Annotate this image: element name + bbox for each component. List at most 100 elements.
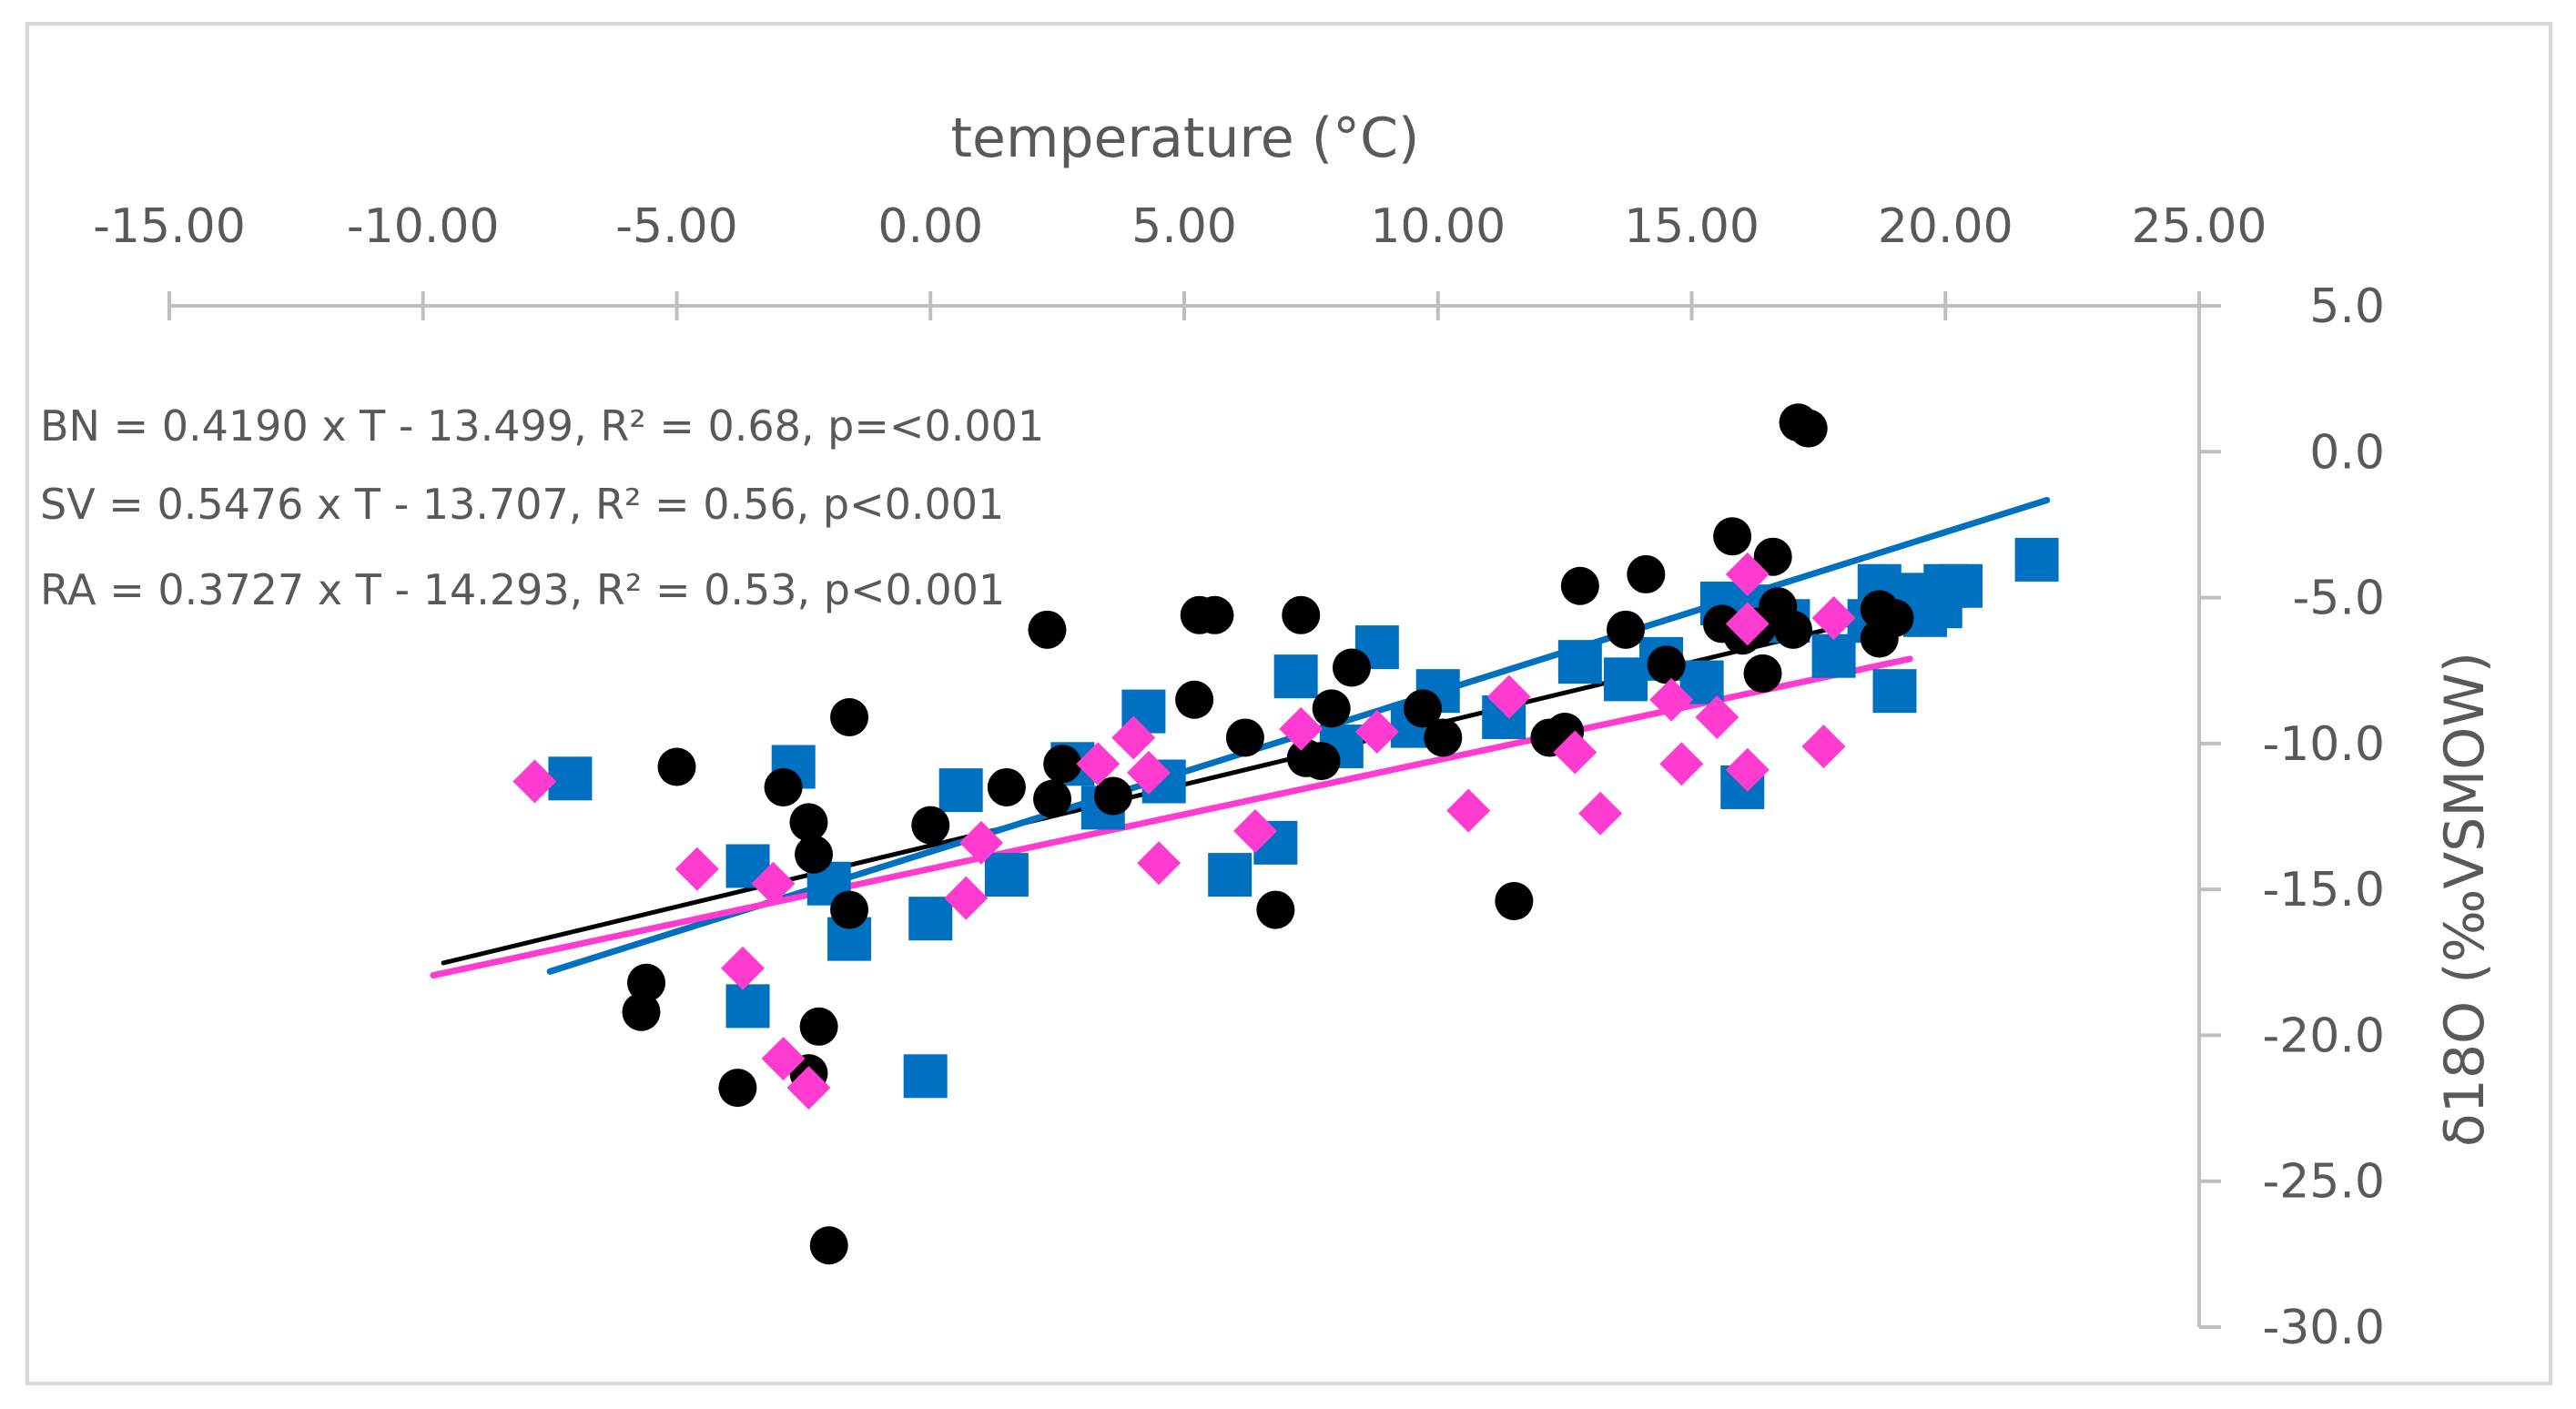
point-sv — [725, 984, 770, 1029]
point-bn — [718, 1069, 757, 1108]
point-bn — [622, 992, 661, 1031]
point-bn — [1332, 648, 1371, 687]
point-bn — [1175, 680, 1214, 719]
point-ra — [1725, 602, 1770, 646]
point-ra — [1279, 706, 1323, 751]
x-tick-label: 25.00 — [2132, 199, 2267, 254]
point-bn — [1093, 776, 1132, 816]
point-sv — [1557, 640, 1602, 684]
point-ra — [1578, 791, 1623, 836]
point-ra — [1811, 596, 1856, 641]
regression-equation: RA = 0.3727 x T - 14.293, R² = 0.53, p<0… — [40, 565, 1005, 614]
point-bn — [799, 1007, 838, 1046]
point-bn — [1043, 745, 1082, 784]
point-bn — [1424, 718, 1463, 757]
x-tick-label: -5.00 — [615, 199, 738, 254]
point-ra — [1446, 788, 1491, 833]
y-tick-label: 0.0 — [2309, 425, 2385, 480]
point-ra — [1137, 841, 1182, 886]
point-bn — [987, 767, 1026, 806]
point-bn — [795, 835, 834, 874]
point-bn — [1607, 610, 1646, 649]
point-ra — [1695, 695, 1739, 740]
point-sv — [1273, 654, 1318, 699]
point-ra — [1649, 677, 1694, 722]
point-bn — [1495, 881, 1534, 920]
axes — [167, 291, 2221, 1329]
point-ra — [1126, 750, 1171, 795]
point-ra — [1111, 715, 1156, 760]
point-sv — [2014, 537, 2059, 582]
point-bn — [789, 803, 828, 842]
point-ra — [786, 1066, 831, 1110]
point-ra — [761, 1037, 806, 1081]
point-ra — [1354, 710, 1399, 755]
point-ra — [1486, 674, 1531, 719]
y-tick-label: -25.0 — [2262, 1155, 2385, 1210]
point-sv — [908, 897, 953, 941]
point-ra — [1659, 742, 1704, 786]
point-bn — [1875, 599, 1914, 638]
regression-equation: SV = 0.5476 x T - 13.707, R² = 0.56, p<0… — [40, 480, 1004, 529]
point-ra — [944, 876, 989, 920]
point-ra — [1076, 742, 1121, 786]
point-sv — [548, 756, 593, 801]
point-bn — [809, 1226, 848, 1265]
point-bn — [1713, 517, 1752, 556]
point-bn — [1282, 595, 1321, 634]
data-points — [512, 403, 2059, 1265]
point-ra — [1233, 809, 1278, 854]
y-axis-title: δ18O (‰VSMOW) — [2433, 652, 2497, 1147]
point-sv — [938, 768, 983, 813]
point-sv — [1208, 853, 1253, 897]
point-bn — [657, 747, 696, 786]
point-bn — [627, 963, 666, 1002]
x-tick-label: 0.00 — [877, 199, 983, 254]
x-tick-label: 15.00 — [1624, 199, 1760, 254]
point-ra — [959, 820, 1003, 865]
point-bn — [1028, 610, 1067, 649]
y-tick-label: -5.0 — [2293, 572, 2385, 626]
point-bn — [1033, 779, 1072, 818]
x-tick-label: 20.00 — [1878, 199, 2013, 254]
point-bn — [830, 890, 869, 929]
point-sv — [1938, 563, 1983, 608]
point-bn — [1560, 566, 1599, 605]
point-bn — [1195, 595, 1234, 634]
point-bn — [1627, 554, 1666, 593]
point-bn — [1774, 610, 1812, 649]
labels: -15.00 -10.00 -5.00 0.00 5.00 10.00 15.00 20.00… — [40, 106, 2497, 1355]
point-ra — [512, 759, 557, 804]
point-bn — [1302, 742, 1341, 781]
point-bn — [1312, 689, 1351, 728]
point-bn — [1256, 890, 1295, 929]
point-ra — [751, 861, 796, 906]
point-bn — [1225, 718, 1264, 757]
y-tick-label: 5.0 — [2309, 279, 2385, 334]
y-tick-label: -30.0 — [2262, 1301, 2385, 1355]
point-bn — [1789, 409, 1828, 448]
x-tick-label: -15.00 — [93, 199, 246, 254]
y-tick-label: -15.0 — [2262, 863, 2385, 917]
y-tick-label: -10.0 — [2262, 717, 2385, 772]
x-tick-label: 5.00 — [1131, 199, 1237, 254]
point-sv — [903, 1054, 948, 1099]
point-ra — [1801, 725, 1846, 769]
y-tick-label: -20.0 — [2262, 1009, 2385, 1063]
x-tick-label: -10.00 — [347, 199, 500, 254]
x-tick-label: 10.00 — [1370, 199, 1506, 254]
point-ra — [720, 946, 765, 990]
trendline-bn — [441, 593, 1969, 966]
point-sv — [984, 853, 1029, 897]
point-bn — [830, 698, 869, 737]
regression-equation: BN = 0.4190 x T - 13.499, R² = 0.68, p=<… — [40, 401, 1044, 451]
point-ra — [1725, 552, 1770, 596]
point-ra — [1725, 747, 1770, 792]
point-bn — [1743, 654, 1782, 693]
point-bn — [911, 806, 950, 845]
point-sv — [1872, 669, 1917, 714]
point-ra — [674, 846, 719, 891]
chart-border — [25, 22, 2552, 1385]
point-bn — [1753, 537, 1792, 576]
